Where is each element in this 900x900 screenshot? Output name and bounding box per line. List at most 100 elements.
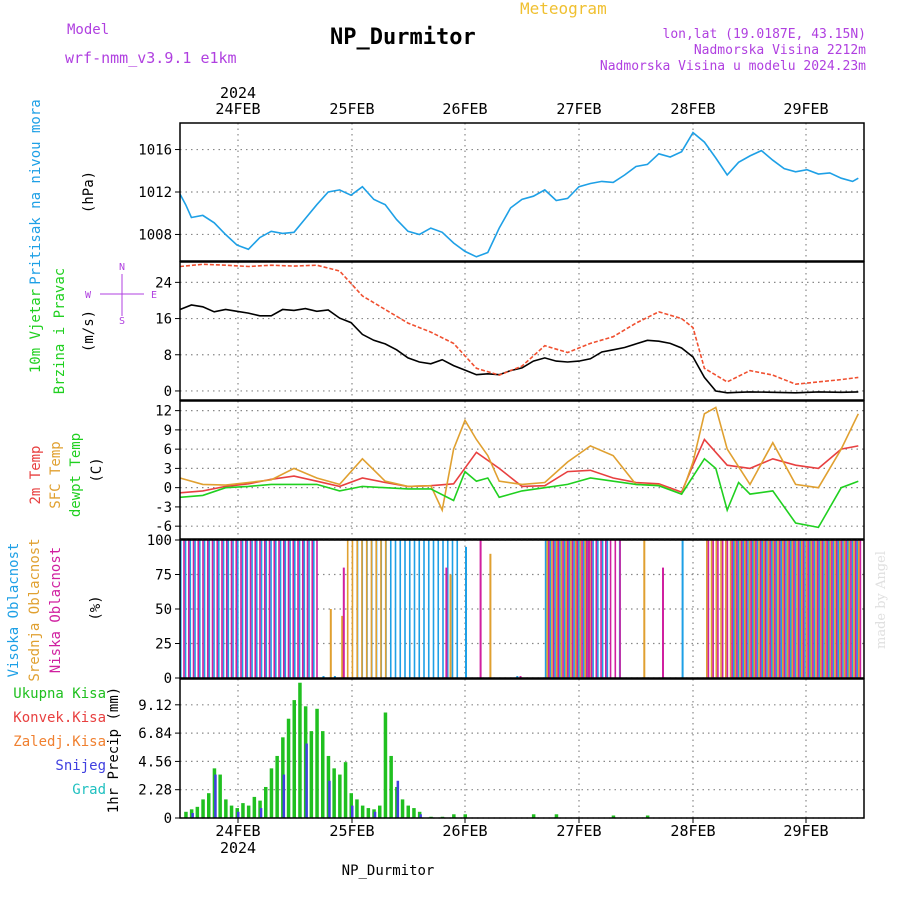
model-label: Model — [67, 22, 109, 38]
cloud-bar — [278, 540, 280, 678]
model-elevation-label: Nadmorska Visina u modelu 2024.23m — [600, 59, 866, 74]
x-tick-label-bottom: 27FEB — [556, 822, 601, 840]
cloud-bar — [759, 540, 762, 678]
precip-bar — [315, 708, 319, 818]
cloud-bar — [282, 540, 285, 678]
cloud-bar — [802, 540, 805, 678]
panel-wind: 0 8 16 24 — [155, 261, 865, 401]
cloud-bar — [767, 540, 770, 678]
cloud-bar — [213, 540, 215, 678]
precip-bar — [259, 808, 263, 818]
precip-bar — [373, 811, 377, 818]
cloud-bar — [859, 540, 862, 678]
cloud-bar — [755, 540, 757, 678]
cloud-bar — [516, 676, 519, 678]
station-title: NP_Durmitor — [330, 25, 476, 50]
cloud-bar — [256, 540, 258, 678]
ylabel-cloud-low: Niska Oblacnost — [48, 547, 64, 673]
cloud-bar — [815, 540, 817, 678]
precip-bar — [224, 799, 228, 818]
cloud-bar — [189, 540, 192, 678]
cloud-bar — [805, 540, 808, 678]
ylabel-temp-2m: 2m Temp — [28, 445, 44, 504]
cloud-bar — [294, 540, 296, 678]
precip-bar — [246, 805, 251, 818]
cloud-bar — [751, 540, 754, 678]
panel-frame — [179, 539, 865, 679]
footer-station: NP_Durmitor — [342, 863, 435, 879]
cloud-bar — [783, 540, 786, 678]
cloud-bar — [717, 540, 719, 678]
cloud-bar — [808, 540, 811, 678]
cloud-bar — [758, 540, 760, 678]
ylabel-cloud-high: Visoka Oblacnost — [6, 543, 22, 678]
cloud-bar — [203, 540, 206, 678]
precip-bar — [338, 774, 342, 818]
cloud-bar — [581, 540, 583, 678]
cloud-bar — [346, 540, 349, 678]
y-tick-label: 4.56 — [138, 754, 172, 770]
cloud-bar — [843, 540, 846, 678]
compass-w: W — [85, 290, 92, 301]
precip-bar — [298, 682, 302, 818]
cloud-bar — [793, 540, 795, 678]
cloud-bar — [451, 540, 454, 678]
cloud-bar — [446, 540, 449, 678]
cloud-bar — [764, 540, 767, 678]
ylabel-temp-dew: dewpt Temp — [68, 433, 84, 517]
year-bottom: 2024 — [220, 839, 256, 857]
cloud-bar — [230, 540, 233, 678]
series-line-pressure — [179, 131, 859, 258]
cloud-bar — [710, 540, 713, 678]
cloud-bar — [329, 609, 332, 678]
cloud-bar — [192, 540, 195, 678]
precip-bar — [645, 815, 650, 818]
precip-bar — [400, 799, 405, 818]
series-line-SFC Temp — [179, 406, 860, 513]
cloud-bar — [437, 540, 440, 678]
cloud-bar — [834, 540, 836, 678]
yunit-temp: (C) — [89, 457, 105, 482]
cloud-bar — [662, 567, 664, 678]
cloud-bar — [706, 540, 708, 678]
yunit-precip: 1hr Precip (mm) — [106, 687, 122, 813]
y-tick-label: 24 — [155, 275, 172, 291]
cloud-bar — [551, 540, 553, 678]
panel-pressure: 1008 1012 1016 — [138, 122, 865, 262]
cloud-bar — [445, 567, 448, 678]
cloud-bar — [289, 540, 291, 678]
y-tick-label: 25 — [155, 637, 172, 653]
cloud-bar — [840, 540, 843, 678]
precip-bar — [351, 805, 354, 818]
precip-bar — [309, 731, 314, 818]
cloud-bar — [842, 540, 844, 678]
cloud-bar — [399, 540, 402, 678]
cloud-bar — [394, 540, 397, 678]
y-tick-label: 6 — [164, 442, 172, 458]
cloud-bar — [413, 540, 416, 678]
cloud-bar — [858, 540, 860, 678]
cloud-bar — [609, 540, 612, 678]
cloud-bar — [380, 540, 382, 678]
cloud-bar — [782, 540, 784, 678]
cloud-bar — [856, 540, 858, 678]
cloud-bar — [313, 540, 315, 678]
cloud-bar — [845, 540, 847, 678]
yunit-cloud: (%) — [88, 595, 104, 620]
panel-background — [180, 401, 864, 539]
yunit-wind: (m/s) — [81, 310, 97, 352]
cloud-bar — [785, 540, 787, 678]
cloud-bar — [279, 540, 282, 678]
cloud-bar — [333, 676, 336, 678]
y-tick-label: 0 — [164, 481, 172, 497]
cloud-bar — [227, 540, 230, 678]
cloud-bar — [720, 540, 722, 678]
cloud-bar — [341, 615, 344, 678]
compass-e: E — [151, 290, 157, 301]
panel-frame — [179, 678, 865, 819]
y-tick-label: 50 — [155, 602, 172, 618]
precip-bar — [201, 799, 205, 818]
y-tick-label: 9 — [164, 423, 172, 439]
cloud-bar — [807, 540, 809, 678]
y-tick-label: 1012 — [138, 185, 172, 201]
